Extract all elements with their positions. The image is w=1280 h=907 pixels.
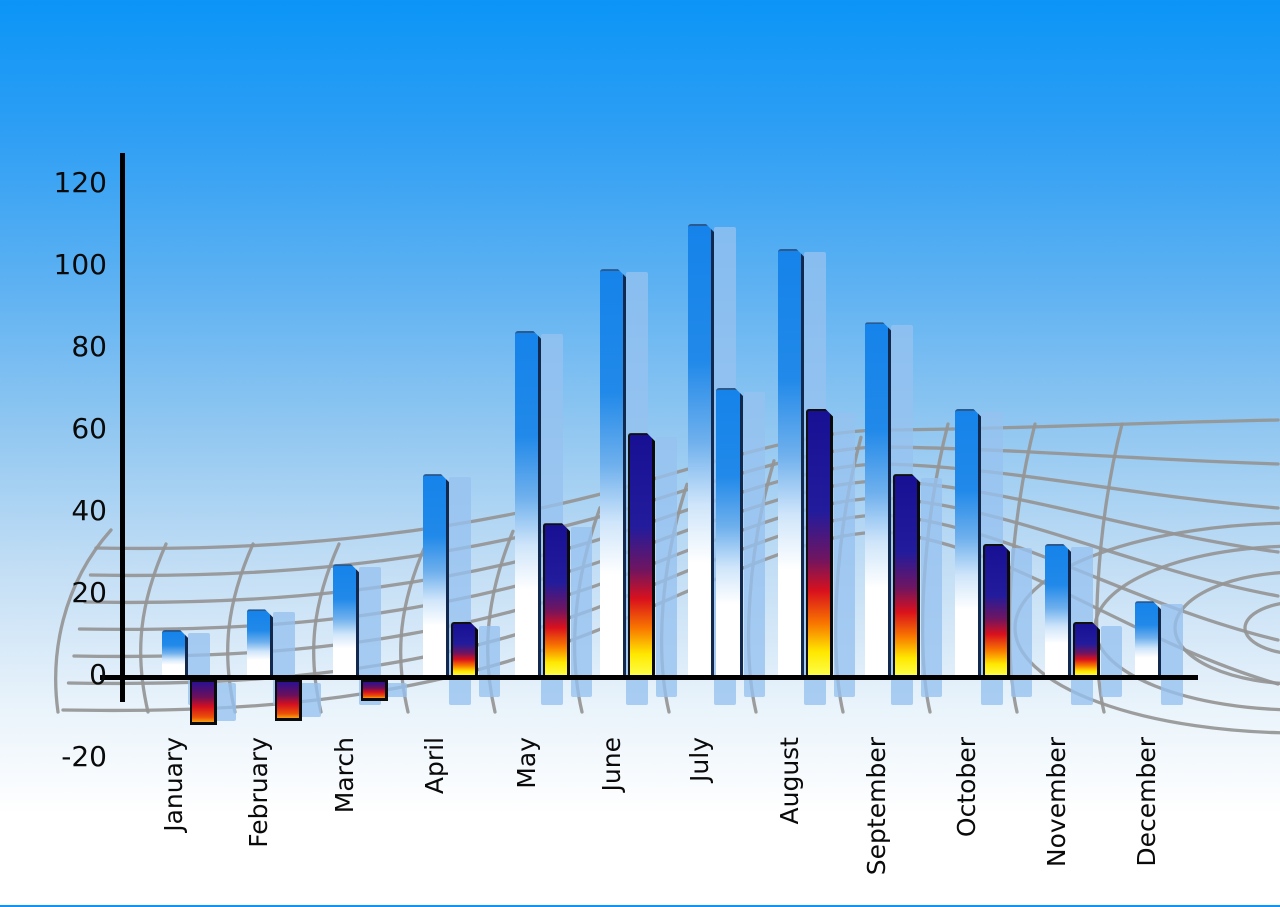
bar-june-second-shadow xyxy=(656,437,677,697)
bar-july-second xyxy=(716,388,743,676)
bar-july-blue xyxy=(688,224,714,676)
bar-february-second xyxy=(275,680,302,721)
grid-row-line xyxy=(77,479,1280,632)
bar-december-blue xyxy=(1135,601,1161,676)
grid-column-line xyxy=(139,542,168,714)
bar-april-second xyxy=(451,622,478,676)
bar-august-blue xyxy=(778,249,804,676)
bar-december-blue-shadow xyxy=(1161,604,1183,705)
y-tick-20: 20 xyxy=(71,576,107,609)
bar-september-blue xyxy=(865,322,891,676)
bar-september-second-shadow xyxy=(921,478,942,697)
x-label-january: January xyxy=(159,737,188,832)
bar-may-second-shadow xyxy=(571,527,592,697)
grid-left-edge-curve xyxy=(54,528,113,714)
bar-march-blue-shadow xyxy=(359,567,381,705)
bar-july-second-shadow xyxy=(744,392,765,697)
bar-august-second-shadow xyxy=(834,412,855,697)
grid-row-line xyxy=(72,496,1280,659)
x-label-december: December xyxy=(1132,737,1161,867)
y-tick-80: 80 xyxy=(71,330,107,363)
x-label-may: May xyxy=(512,737,541,789)
bar-march-blue xyxy=(333,564,359,676)
bar-november-second-shadow xyxy=(1101,625,1122,697)
bar-october-second-shadow xyxy=(1011,547,1032,697)
x-label-october: October xyxy=(952,737,981,838)
x-label-november: November xyxy=(1042,737,1071,868)
y-tick-40: 40 xyxy=(71,494,107,527)
grid-arc xyxy=(1243,602,1280,654)
y-axis-line xyxy=(120,153,125,702)
y-tick-120: 120 xyxy=(53,166,107,199)
bar-january-second xyxy=(190,680,217,726)
bar-august-second xyxy=(806,409,833,677)
y-tick-100: 100 xyxy=(53,248,107,281)
bar-october-second xyxy=(983,544,1010,676)
y-tick-0: 0 xyxy=(89,658,107,691)
grid-column-line xyxy=(1095,422,1124,714)
bar-april-blue xyxy=(423,474,449,676)
x-label-march: March xyxy=(330,737,359,814)
bar-february-second-shadow xyxy=(300,683,321,717)
bar-september-second xyxy=(893,474,920,676)
y-tick-60: 60 xyxy=(71,412,107,445)
x-axis-line xyxy=(100,675,1198,680)
bar-january-second-shadow xyxy=(215,683,236,722)
bar-november-second xyxy=(1073,622,1100,676)
grid-arc xyxy=(1093,544,1280,712)
bar-june-blue xyxy=(600,269,626,676)
x-label-april: April xyxy=(420,737,449,795)
x-label-july: July xyxy=(685,737,714,782)
x-label-august: August xyxy=(775,737,804,825)
bar-march-second-shadow xyxy=(386,683,407,697)
x-label-june: June xyxy=(597,737,626,792)
bar-may-second xyxy=(543,523,570,676)
y-tick--20: -20 xyxy=(61,740,107,773)
x-label-february: February xyxy=(244,737,273,848)
bar-april-second-shadow xyxy=(479,625,500,697)
bar-may-blue xyxy=(515,331,541,676)
bar-january-blue xyxy=(162,630,188,676)
bar-march-second xyxy=(361,680,388,701)
x-label-september: September xyxy=(862,737,891,876)
bar-november-blue xyxy=(1045,544,1071,676)
bar-june-second xyxy=(628,433,655,676)
bar-february-blue xyxy=(247,609,273,676)
bar-october-blue xyxy=(955,409,981,677)
